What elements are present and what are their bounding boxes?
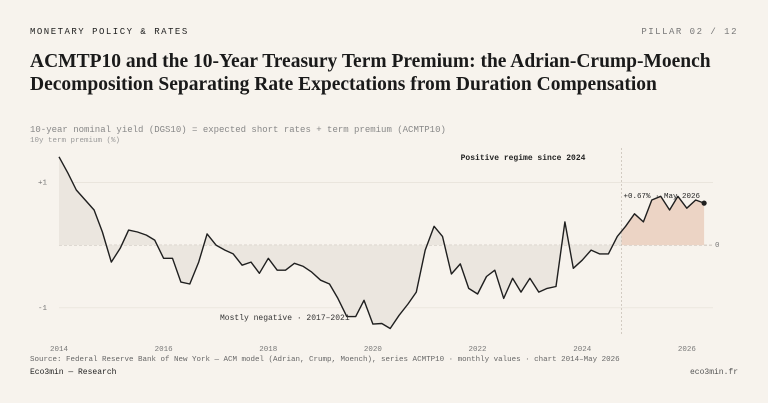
negative-label: Mostly negative · 2017–2021	[220, 314, 350, 323]
x-tick-label: 2016	[155, 346, 174, 354]
area-after	[621, 196, 705, 246]
pillar-label: PILLAR 02 / 12	[641, 27, 738, 37]
y-tick-label: +1	[38, 179, 48, 187]
source: Source: Federal Reserve Bank of New York…	[30, 356, 620, 364]
x-tick-label: 2022	[469, 346, 487, 354]
y-tick-label: -1	[38, 305, 48, 313]
x-tick-label: 2020	[364, 346, 383, 354]
line	[58, 156, 705, 330]
y-tick-label: 0	[715, 242, 720, 250]
brand: Eco3min — Research	[30, 368, 117, 377]
y-axis-label: 10y term premium (%)	[30, 137, 121, 145]
area-before	[59, 156, 622, 329]
x-tick-label: 2018	[259, 346, 277, 354]
x-tick-label: 2014	[50, 346, 69, 354]
end-dot	[701, 200, 707, 206]
regime-label: Positive regime since 2024	[461, 154, 586, 163]
section-label: MONETARY POLICY & RATES	[30, 27, 189, 37]
x-tick-label: 2026	[678, 346, 697, 354]
chart-title: ACMTP10 and the 10-Year Treasury Term Pr…	[30, 51, 711, 95]
subtitle: 10-year nominal yield (DGS10) = expected…	[30, 125, 446, 135]
end-label: +0.67% · May 2026	[623, 193, 700, 201]
x-tick-label: 2024	[573, 346, 592, 354]
site: eco3min.fr	[689, 368, 738, 377]
